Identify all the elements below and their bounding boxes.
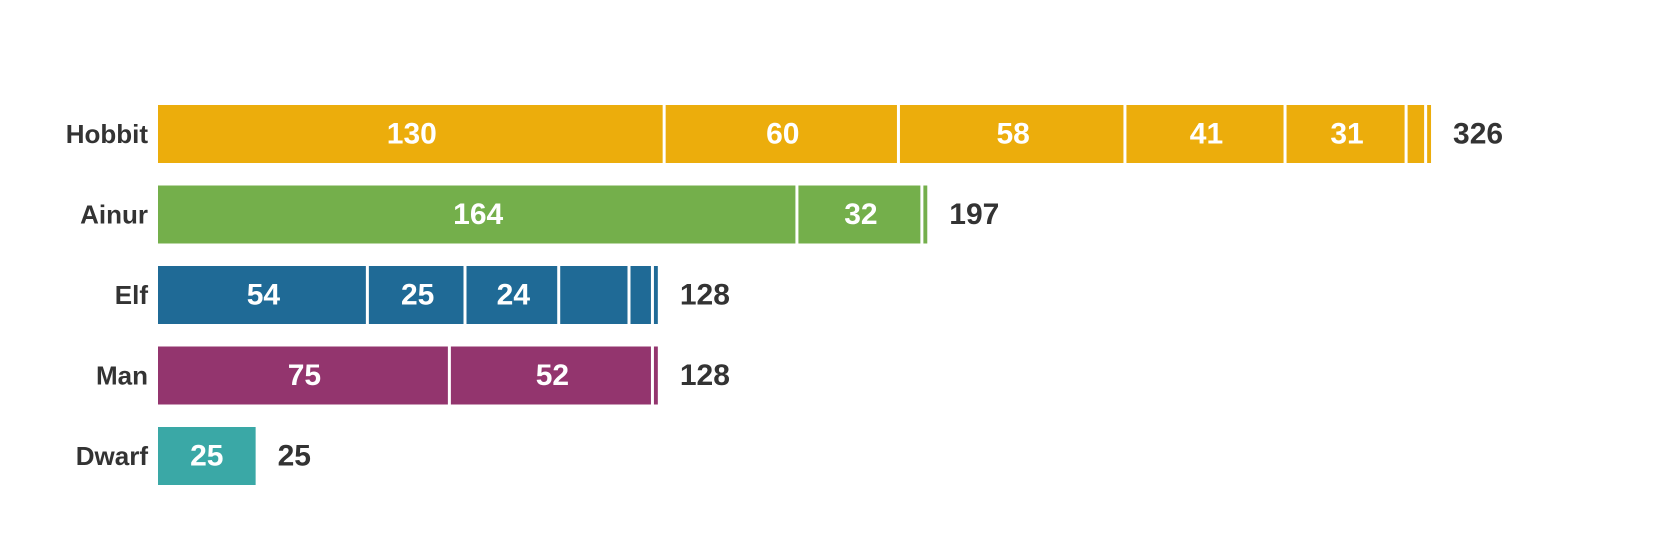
segment-label-elf-0: 54	[247, 279, 281, 312]
bar-segment-hobbit-1	[665, 105, 897, 163]
bar-segment-elf-1	[368, 266, 464, 324]
bar-segment-elf-5	[653, 266, 658, 324]
total-label-hobbit: 326	[1453, 118, 1503, 151]
segment-label-ainur-1: 32	[844, 198, 877, 231]
bar-segment-hobbit-0	[158, 105, 663, 163]
category-label-man: Man	[96, 361, 148, 391]
bar-segment-ainur-1	[798, 185, 921, 244]
total-label-man: 128	[680, 359, 730, 392]
segment-label-elf-1: 25	[401, 279, 434, 312]
category-label-ainur: Ainur	[80, 200, 148, 230]
bar-segment-dwarf-0	[158, 427, 256, 485]
bar-segment-elf-0	[158, 266, 366, 324]
bar-segment-hobbit-2	[899, 105, 1124, 163]
bar-segment-hobbit-6	[1427, 105, 1432, 163]
segment-label-hobbit-0: 130	[387, 118, 437, 151]
segment-label-hobbit-4: 31	[1330, 118, 1363, 151]
bar-segment-elf-2	[466, 266, 558, 324]
category-label-hobbit: Hobbit	[66, 119, 149, 149]
category-label-elf: Elf	[115, 280, 149, 310]
bar-segment-hobbit-4	[1286, 105, 1405, 163]
total-label-ainur: 197	[949, 198, 999, 231]
bar-segment-ainur-0	[158, 185, 796, 244]
segment-label-hobbit-2: 58	[997, 118, 1030, 151]
bar-segment-man-2	[653, 346, 658, 405]
total-label-dwarf: 25	[278, 440, 311, 473]
segment-label-man-0: 75	[288, 359, 321, 392]
bar-segment-hobbit-3	[1126, 105, 1284, 163]
total-label-elf: 128	[680, 279, 730, 312]
bar-segment-elf-3	[560, 266, 628, 324]
bar-segment-elf-4	[630, 266, 651, 324]
segment-label-ainur-0: 164	[453, 198, 503, 231]
bars-group: Hobbit 130 60 58 41 31 326 Ainur 164 32 197 Elf 54 25…	[66, 105, 1503, 485]
segment-label-hobbit-3: 41	[1190, 118, 1223, 151]
segment-label-dwarf-0: 25	[190, 440, 223, 473]
bar-segment-man-0	[158, 346, 448, 405]
bar-segment-ainur-2	[923, 185, 928, 244]
bar-segment-hobbit-5	[1407, 105, 1425, 163]
segment-label-hobbit-1: 60	[766, 118, 799, 151]
bar-segment-man-1	[450, 346, 651, 405]
segment-label-man-1: 52	[536, 359, 569, 392]
category-label-dwarf: Dwarf	[76, 441, 149, 471]
segment-label-elf-2: 24	[497, 279, 531, 312]
